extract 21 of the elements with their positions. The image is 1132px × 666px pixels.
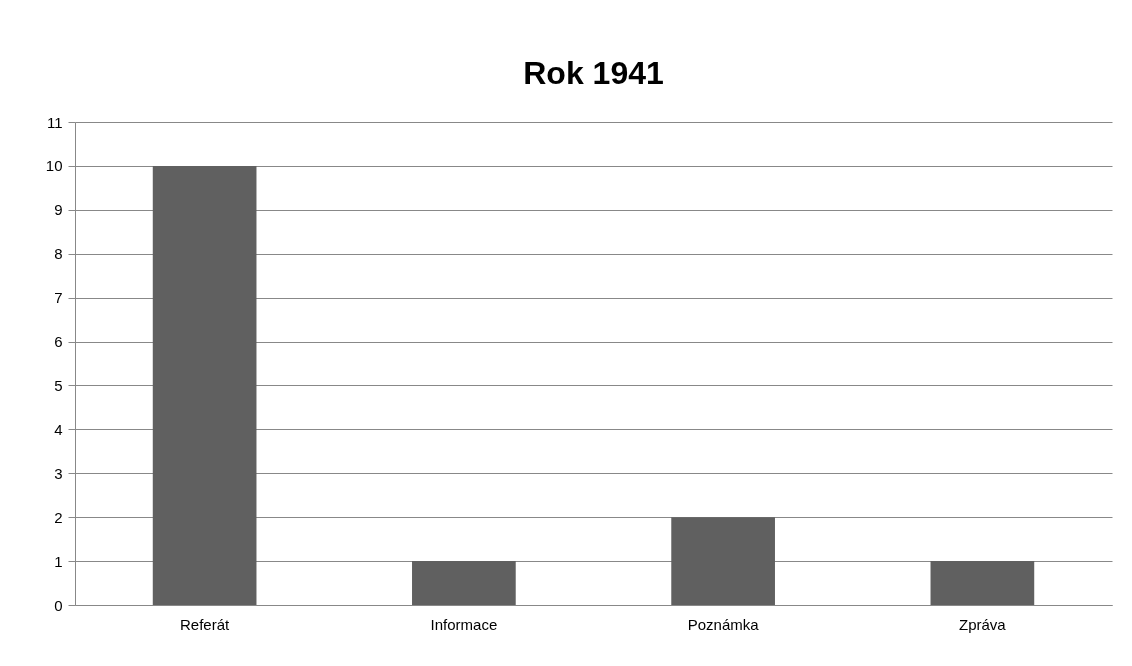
y-tick-label: 0 xyxy=(54,596,63,614)
y-tick-label: 8 xyxy=(54,245,63,263)
y-tick-label: 6 xyxy=(54,333,63,351)
y-tick-label: 1 xyxy=(54,552,63,570)
y-tick-label: 5 xyxy=(54,376,63,394)
x-tick-label: Referát xyxy=(180,615,231,633)
bar xyxy=(930,561,1035,605)
y-tick-label: 4 xyxy=(54,420,63,438)
y-tick-label: 2 xyxy=(54,508,63,526)
x-tick-label: Informace xyxy=(430,615,498,633)
x-tick-label: Zpráva xyxy=(959,615,1007,633)
bar xyxy=(152,165,257,605)
y-tick-label: 9 xyxy=(54,201,63,219)
bar xyxy=(412,561,516,605)
chart-title: Rok 1941 xyxy=(523,55,664,91)
x-tick-label: Poznámka xyxy=(687,615,760,633)
y-tick-label: 11 xyxy=(46,113,63,131)
y-tick-label: 10 xyxy=(45,157,63,175)
y-tick-label: 7 xyxy=(54,289,63,307)
y-tick-label: 3 xyxy=(54,464,63,482)
bar xyxy=(671,517,775,605)
